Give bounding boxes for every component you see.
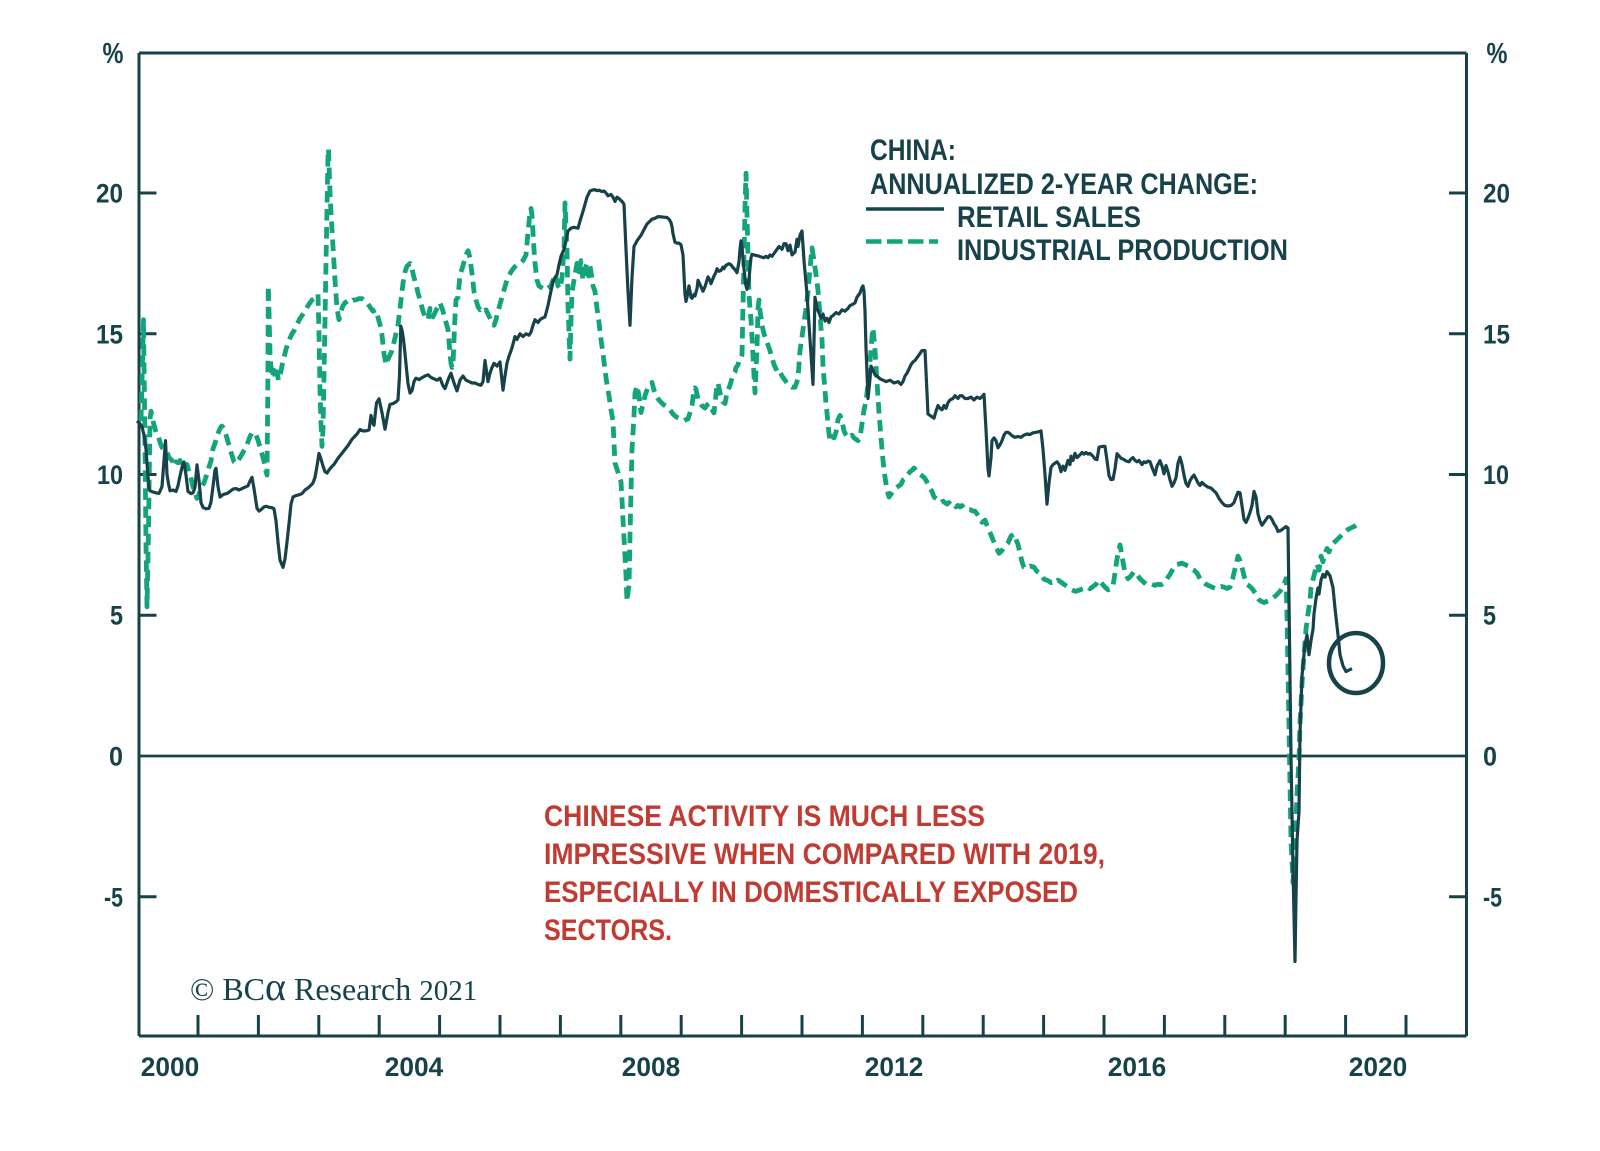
- svg-text:2000: 2000: [141, 1052, 200, 1082]
- svg-text:CHINESE ACTIVITY IS MUCH LESS: CHINESE ACTIVITY IS MUCH LESS: [544, 800, 985, 833]
- svg-text:2012: 2012: [865, 1052, 924, 1082]
- svg-text:-5: -5: [104, 882, 123, 912]
- svg-text:15: 15: [96, 319, 123, 349]
- svg-text:-5: -5: [1483, 882, 1502, 912]
- svg-text:2016: 2016: [1108, 1052, 1167, 1082]
- svg-text:5: 5: [1483, 601, 1496, 631]
- svg-text:%: %: [103, 38, 124, 70]
- svg-text:10: 10: [97, 460, 123, 490]
- svg-text:15: 15: [1483, 319, 1510, 349]
- svg-text:INDUSTRIAL PRODUCTION: INDUSTRIAL PRODUCTION: [957, 234, 1288, 267]
- svg-text:2008: 2008: [622, 1052, 681, 1082]
- svg-text:IMPRESSIVE WHEN COMPARED WITH: IMPRESSIVE WHEN COMPARED WITH 2019,: [544, 838, 1105, 871]
- svg-text:20: 20: [96, 179, 123, 209]
- svg-text:ESPECIALLY IN DOMESTICALLY EXP: ESPECIALLY IN DOMESTICALLY EXPOSED: [544, 876, 1078, 909]
- svg-text:20: 20: [1483, 179, 1510, 209]
- svg-text:SECTORS.: SECTORS.: [544, 914, 672, 947]
- svg-text:ANNUALIZED 2-YEAR CHANGE:: ANNUALIZED 2-YEAR CHANGE:: [870, 168, 1258, 201]
- svg-text:%: %: [1487, 38, 1508, 70]
- svg-text:10: 10: [1483, 460, 1509, 490]
- svg-text:5: 5: [110, 601, 123, 631]
- svg-text:CHINA:: CHINA:: [870, 134, 956, 167]
- svg-text:0: 0: [1483, 742, 1497, 772]
- svg-text:RETAIL SALES: RETAIL SALES: [957, 201, 1141, 234]
- svg-text:2004: 2004: [385, 1052, 444, 1082]
- svg-text:2020: 2020: [1349, 1052, 1408, 1082]
- svg-text:0: 0: [109, 742, 123, 772]
